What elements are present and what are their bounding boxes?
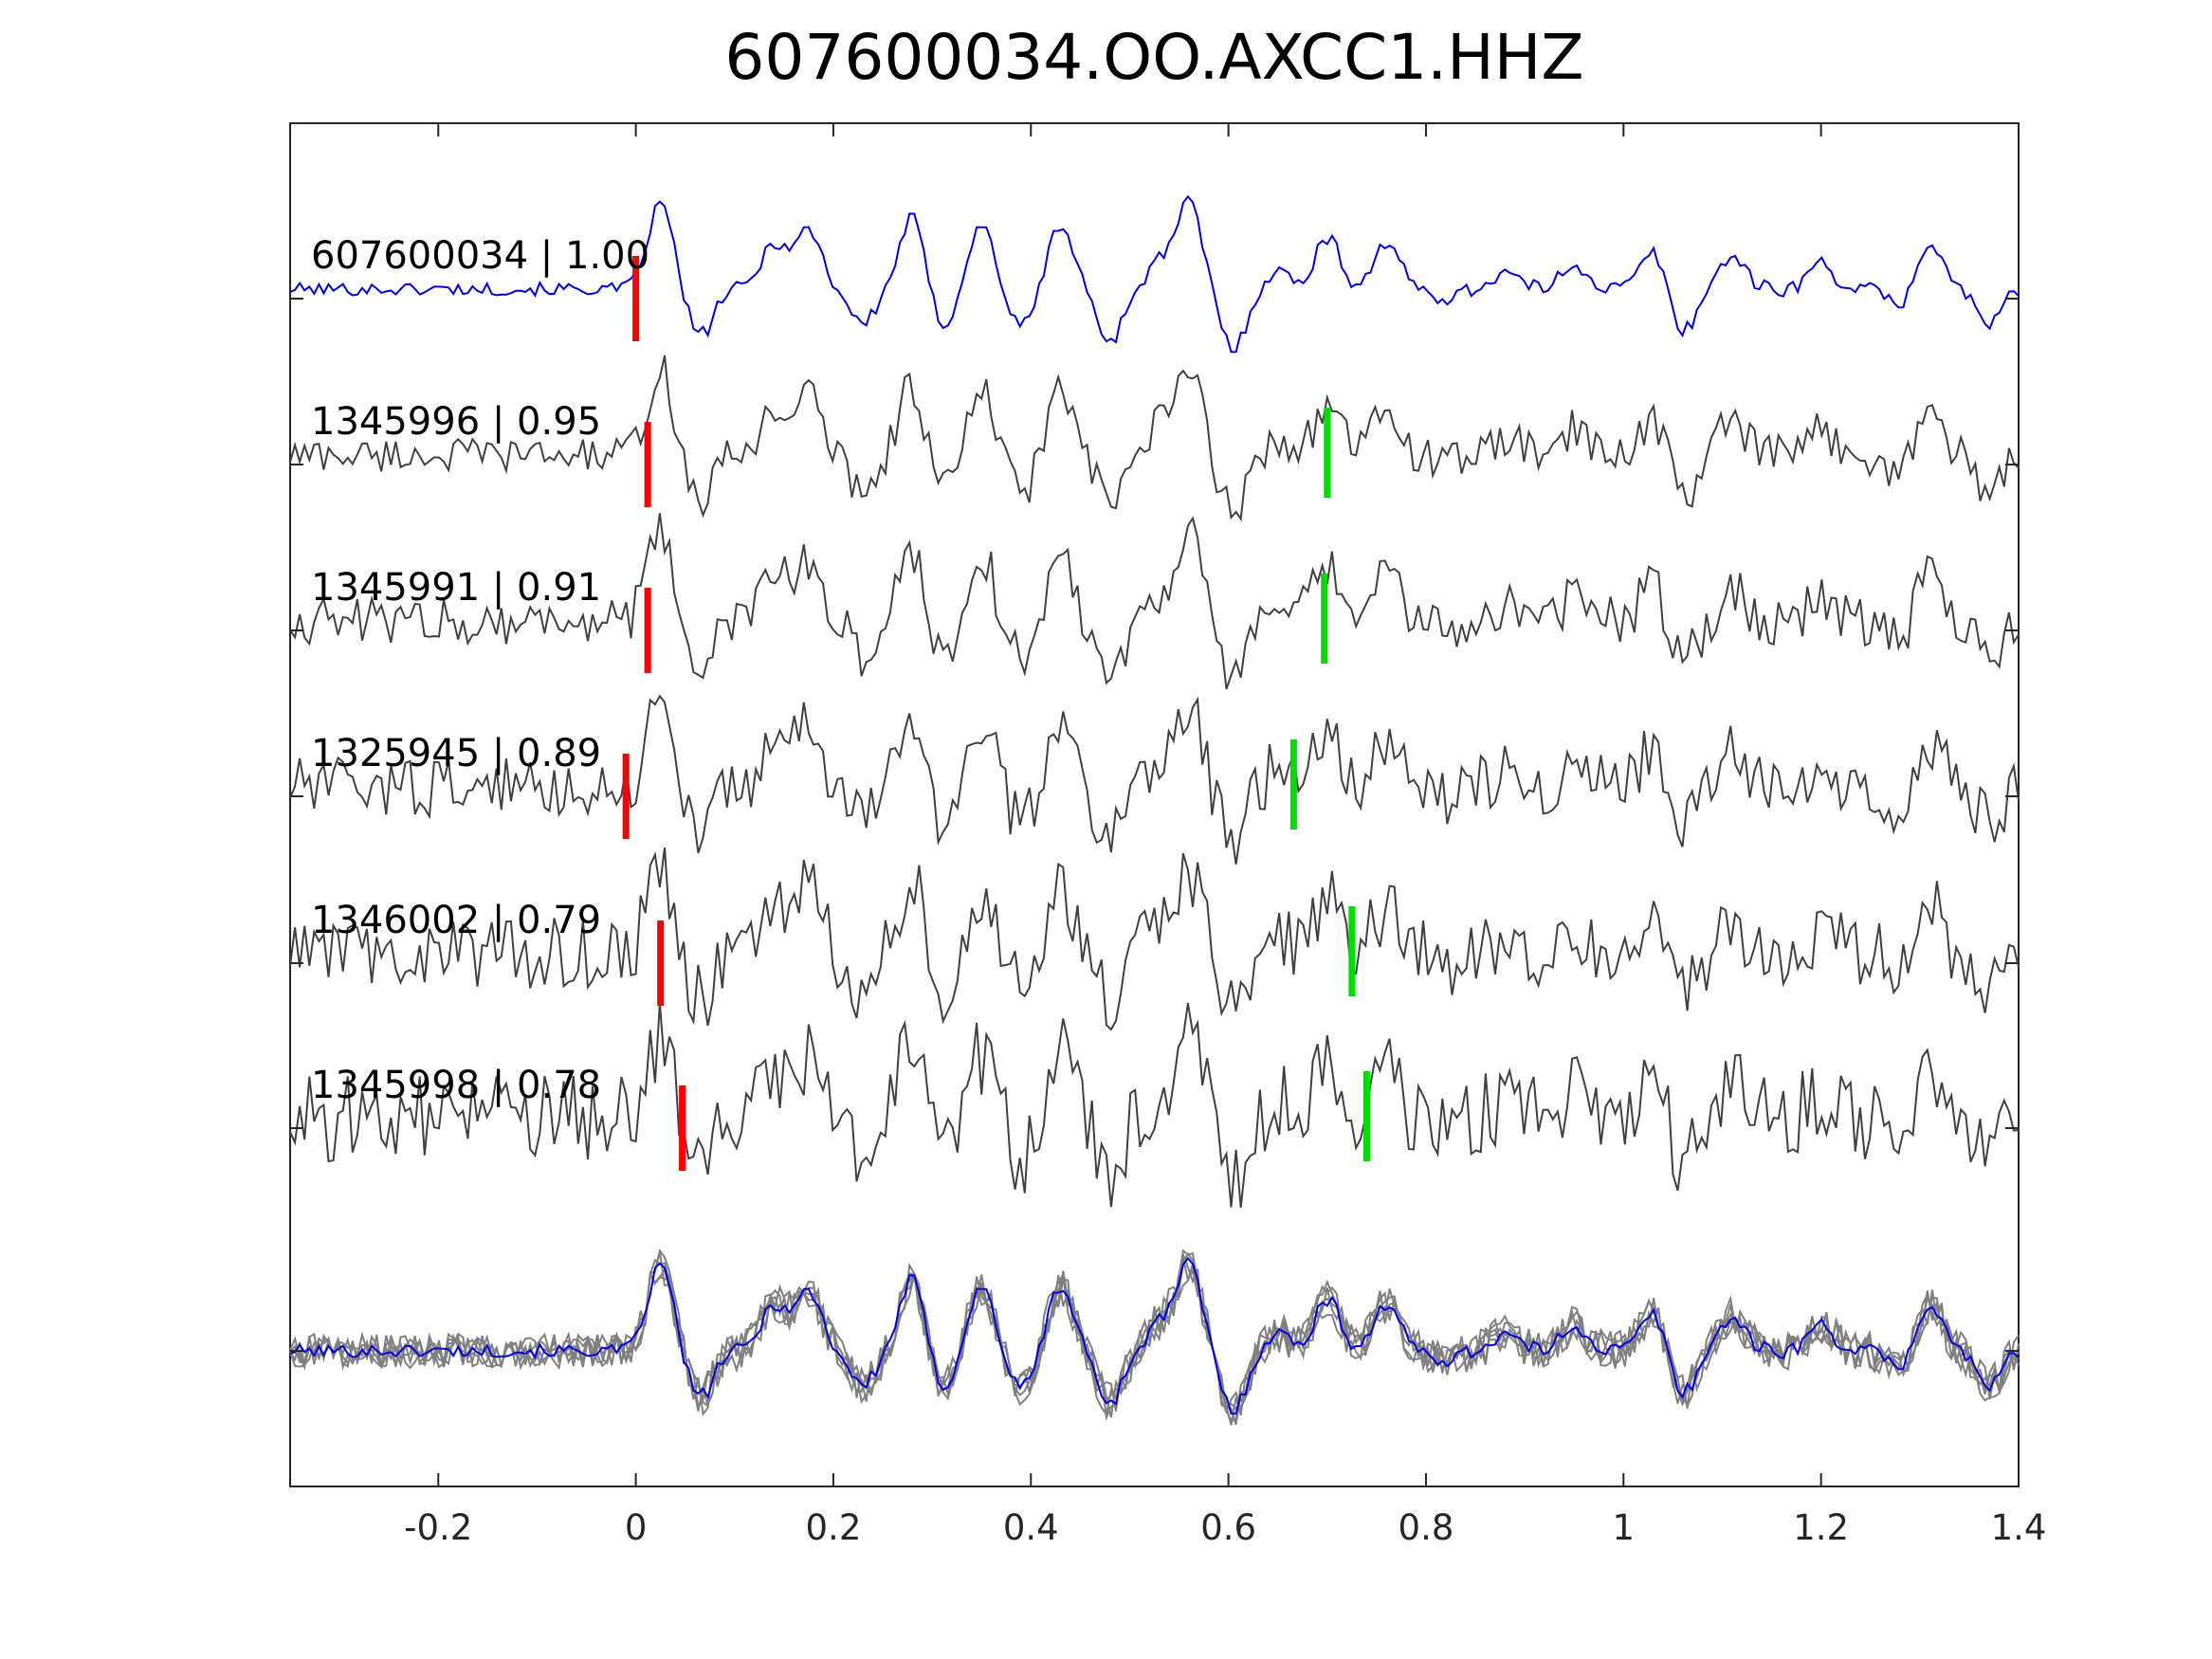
plot-frame [289, 122, 2020, 1487]
stack-trace [289, 1249, 2020, 1422]
waveform-trace [289, 847, 2020, 1031]
ticks-layer: -0.2 0 0.2 0.4 0.6 0.8 1 1.2 1.4 [290, 123, 2046, 1548]
stack-trace [289, 1264, 2020, 1417]
trace-label: 1345996 | 0.95 [311, 400, 601, 444]
stack-trace [289, 1254, 2020, 1422]
waveform-trace [289, 513, 2020, 690]
x-tick-label: 0.8 [1398, 1507, 1454, 1548]
waveform-trace [289, 694, 2020, 865]
trace-label: 1345991 | 0.91 [311, 566, 601, 610]
labels-layer: 607600034 | 1.00 1345996 | 0.95 1345991 | … [311, 234, 649, 1107]
trace-label: 1346002 | 0.79 [311, 899, 601, 942]
stack-trace [289, 1258, 2020, 1426]
waveform-trace [289, 355, 2020, 522]
x-tick-label: 0 [625, 1507, 648, 1548]
waveform-trace [289, 194, 2020, 354]
picks-layer [622, 256, 1370, 1171]
waveform-trace [289, 1002, 2020, 1208]
chart-title: 607600034.OO.AXCC1.HHZ [724, 21, 1584, 94]
x-tick-label: 1 [1613, 1507, 1636, 1548]
trace-label: 1325945 | 0.89 [311, 732, 601, 775]
x-tick-label: 1.4 [1991, 1507, 2047, 1548]
stack-reference-trace [289, 1256, 2020, 1415]
x-tick-label: 0.4 [1003, 1507, 1059, 1548]
x-tick-label: 1.2 [1793, 1507, 1849, 1548]
x-tick-label: -0.2 [404, 1507, 472, 1548]
trace-label: 607600034 | 1.00 [311, 234, 649, 278]
x-tick-label: 0.6 [1200, 1507, 1256, 1548]
trace-label: 1345998 | 0.78 [311, 1064, 601, 1107]
x-tick-label: 0.2 [806, 1507, 862, 1548]
traces-layer [289, 194, 2020, 1426]
